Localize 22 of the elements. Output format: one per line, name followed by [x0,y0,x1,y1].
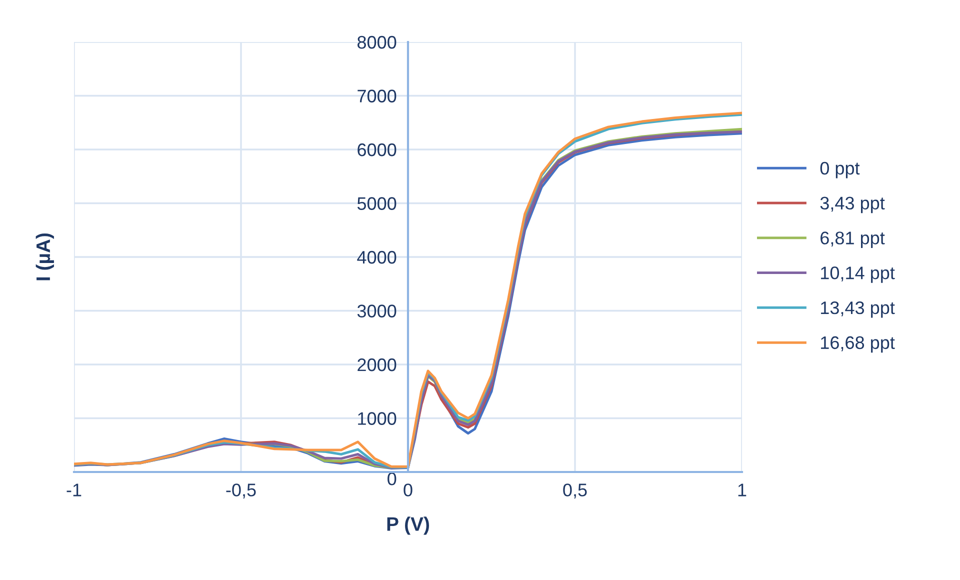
x-tick-label: -1 [66,484,82,496]
y-tick-label: 8000 [358,36,396,49]
y-tick-label: 6000 [358,143,396,156]
y-tick-label: 5000 [357,197,396,210]
legend-label: 16,68 ppt [821,336,895,353]
y-tick-label: 3000 [357,304,396,318]
legend-label: 6,81 ppt [820,232,885,248]
y-tick-label: 4000 [357,250,396,264]
legend-label: 10,14 ppt [821,266,895,283]
x-tick-label: -0,5 [226,484,256,499]
x-tick-label: 0,5 [563,484,587,499]
y-tick-label: 0 [388,472,396,486]
x-tick-label: 1 [738,484,746,496]
y-tick-label: 1000 [358,412,396,425]
legend-label: 0 ppt [820,162,860,178]
legend-label: 13,43 ppt [821,301,895,318]
y-tick-label: 2000 [358,358,396,372]
x-axis-title: P (V) [387,516,430,535]
legend-label: 3,43 ppt [820,196,885,214]
x-tick-label: 0 [404,484,412,496]
y-tick-label: 7000 [358,90,396,102]
y-axis-title: I (µA) [36,233,54,280]
